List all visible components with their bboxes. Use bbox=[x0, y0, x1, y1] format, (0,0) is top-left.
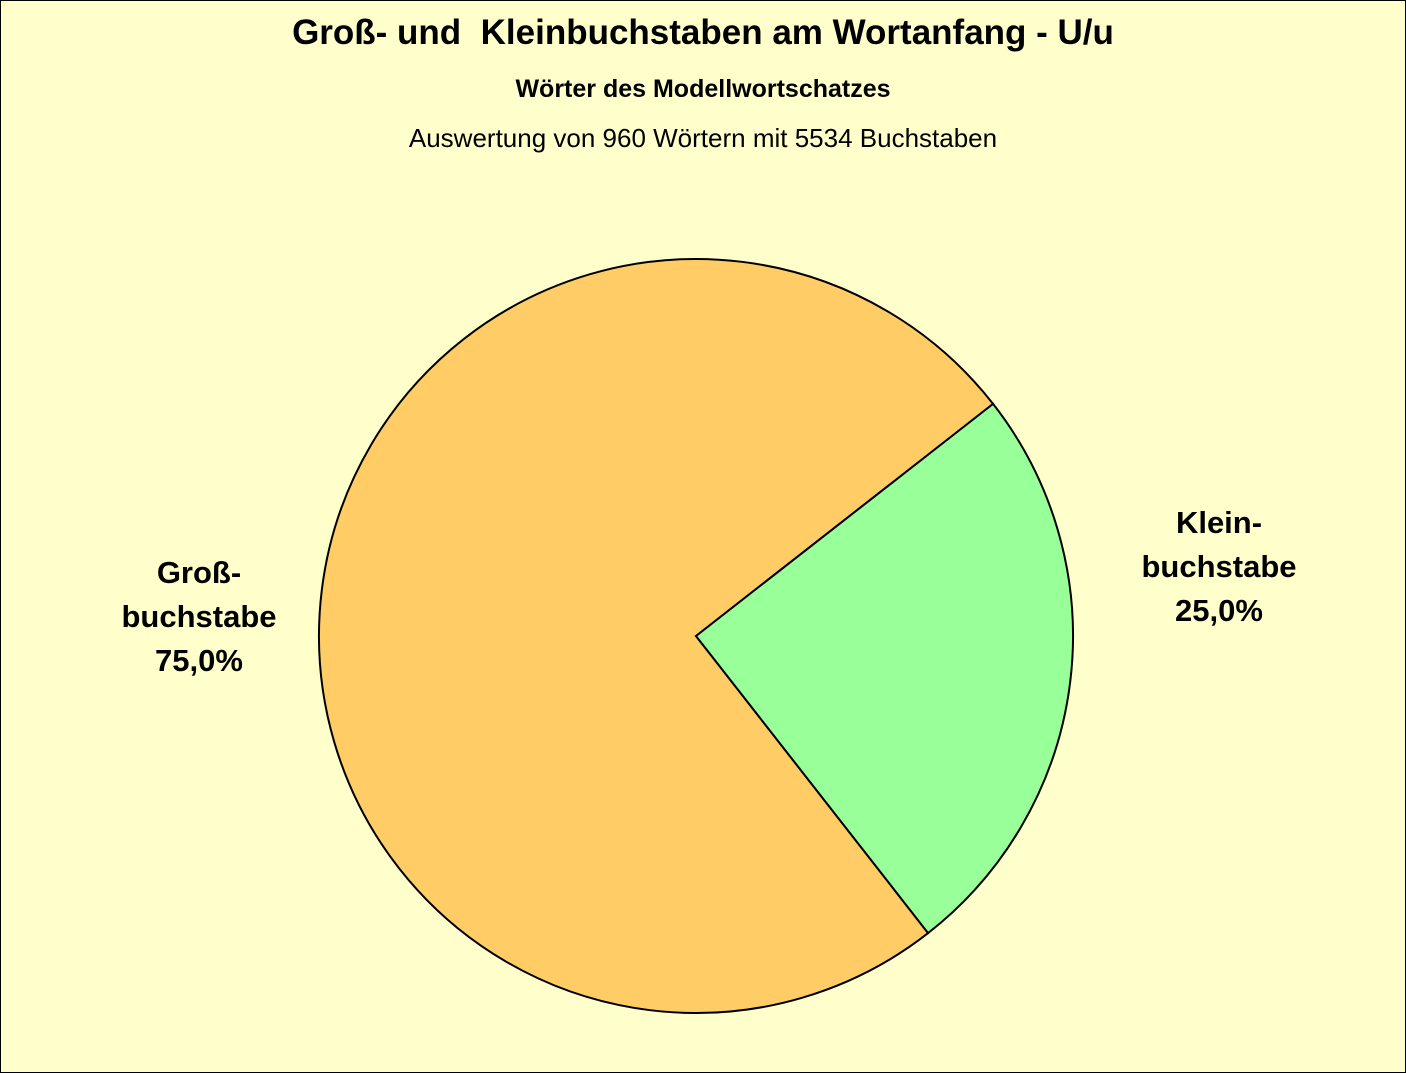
value-label: 75,0% bbox=[155, 643, 243, 678]
value-label: 25,0% bbox=[1175, 593, 1263, 628]
slice-label: Groß- buchstabe bbox=[121, 555, 277, 634]
pie-slice bbox=[694, 402, 1074, 935]
chart-subtitle: Auswertung von 960 Wörtern mit 5534 Buch… bbox=[408, 123, 998, 153]
chart-title: Groß- und Kleinbuchstaben am Wortanfang … bbox=[292, 13, 1114, 52]
chart-subtitle: Wörter des Modellwortschatzes bbox=[515, 75, 891, 103]
slice-label: Klein- buchstabe bbox=[1141, 505, 1297, 584]
pie-slice bbox=[318, 258, 995, 1014]
